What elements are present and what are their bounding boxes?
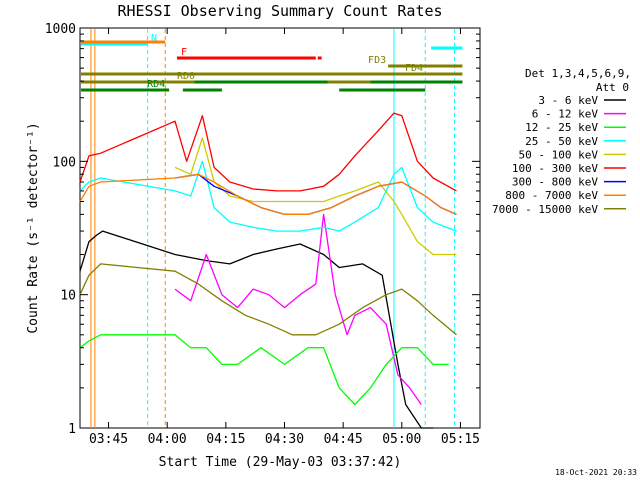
state-bar-label-rd4: RD4 bbox=[147, 79, 165, 90]
series-line-7000-15000-kev bbox=[79, 263, 457, 336]
legend-label-300-800-kev: 300 - 800 keV bbox=[512, 176, 598, 189]
x-axis-title: Start Time (29-May-03 03:37:42) bbox=[159, 455, 402, 470]
plot-frame bbox=[79, 27, 481, 429]
x-tick-label: 04:45 bbox=[324, 432, 363, 447]
state-bar-label-f: F bbox=[181, 47, 187, 58]
series-line-6-12-kev bbox=[174, 213, 422, 405]
state-bar-label-rd0: RD0 bbox=[177, 71, 195, 82]
vertical-marker-lines bbox=[90, 29, 456, 428]
x-tick-label: 05:00 bbox=[382, 432, 421, 447]
legend-header-line-1: Det 1,3,4,5,6,9, bbox=[525, 67, 631, 80]
legend-label-12-25-kev: 12 - 25 keV bbox=[525, 121, 598, 134]
series-line-300-800-kev bbox=[174, 173, 457, 216]
series-line-25-50-kev bbox=[79, 160, 457, 232]
x-tick-label: 04:00 bbox=[148, 432, 187, 447]
series-lines bbox=[79, 112, 457, 429]
y-tick-label: 100 bbox=[53, 155, 76, 170]
y-tick-label: 10 bbox=[60, 289, 76, 304]
series-line-50-100-kev bbox=[174, 137, 457, 256]
series-line-12-25-kev bbox=[79, 334, 449, 406]
y-tick-label: 1 bbox=[68, 422, 76, 437]
chart-title: RHESSI Observing Summary Count Rates bbox=[117, 2, 442, 20]
series-line-100-300-kev bbox=[79, 112, 457, 192]
y-axis-title: Count Rate (s⁻¹ detector⁻¹) bbox=[26, 122, 41, 333]
y-tick-label: 1000 bbox=[45, 22, 76, 37]
footer-timestamp: 18-Oct-2021 20:33 bbox=[555, 468, 637, 477]
state-bar-label-fd4: FD4 bbox=[405, 63, 423, 74]
x-tick-label: 04:15 bbox=[206, 432, 245, 447]
legend-label-800-7000-kev: 800 - 7000 keV bbox=[505, 189, 598, 202]
x-tick-label: 04:30 bbox=[265, 432, 304, 447]
legend-label-100-300-kev: 100 - 300 keV bbox=[512, 162, 598, 175]
state-bar-label-fd3: FD3 bbox=[368, 55, 386, 66]
series-line-800-7000-kev bbox=[79, 173, 457, 216]
x-tick-label: 05:15 bbox=[441, 432, 480, 447]
legend-label-3-6-kev: 3 - 6 keV bbox=[538, 94, 598, 107]
legend-label-50-100-kev: 50 - 100 keV bbox=[519, 148, 599, 161]
x-tick-label: 03:45 bbox=[89, 432, 128, 447]
state-bar-label-n: N bbox=[151, 33, 157, 44]
legend-label-6-12-kev: 6 - 12 keV bbox=[532, 108, 599, 121]
axes: 03:45 04:00 04:15 04:30 04:45 05:00 05:15 1 10 10… bbox=[45, 22, 480, 447]
state-bars: N F FD3 FD4 RD0 RD4 bbox=[81, 33, 463, 92]
legend-header-line-2: Att 0 bbox=[596, 81, 629, 94]
legend-label-7000-15000-kev: 7000 - 15000 keV bbox=[492, 203, 598, 216]
legend-label-25-50-kev: 25 - 50 keV bbox=[525, 135, 598, 148]
series-line-3-6-kev bbox=[79, 230, 434, 429]
